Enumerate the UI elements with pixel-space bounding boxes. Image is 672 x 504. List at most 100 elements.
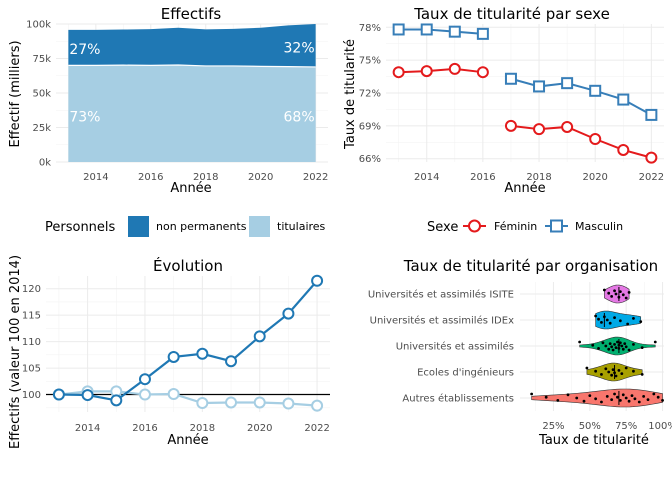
legend-swatch-non-permanents bbox=[128, 216, 149, 237]
violin-point bbox=[640, 373, 644, 376]
legend-marker-feminin bbox=[468, 219, 481, 233]
violin-point bbox=[653, 340, 657, 344]
point-non-permanents bbox=[282, 307, 295, 320]
point-masculin bbox=[561, 77, 574, 90]
violin-point bbox=[605, 318, 609, 322]
violin-point bbox=[646, 398, 650, 401]
legend-label-non-permanents: non permanents bbox=[156, 220, 247, 233]
violin-point bbox=[656, 395, 660, 399]
panel2-x-tick: 2016 bbox=[470, 172, 495, 183]
violin-point bbox=[608, 342, 612, 345]
violin-point bbox=[556, 399, 560, 402]
panel2-ticks: 2014 2016 2018 2020 2022 66% 69% 72% 75% 78% bbox=[359, 23, 664, 183]
point-titulaires bbox=[167, 388, 180, 401]
violin-point bbox=[623, 342, 627, 345]
panel4-category-label: Universités et assimilés ISITE bbox=[368, 289, 514, 301]
panel4-category-label: Universités et assimilés bbox=[396, 341, 514, 353]
panel-organisation: Taux de titularité par organisation Univ… bbox=[368, 257, 672, 448]
panel1-y-tick: 0k bbox=[39, 158, 51, 169]
panel4-ticks: 25% 50% 75% 100% bbox=[542, 421, 672, 432]
point-feminin bbox=[533, 123, 546, 136]
violin-point bbox=[620, 372, 624, 375]
area-non-permanents bbox=[68, 24, 316, 67]
panel1-y-tick: 75k bbox=[32, 54, 51, 65]
legend-swatch-titulaires bbox=[249, 216, 270, 237]
violin-point bbox=[597, 317, 600, 321]
violin-point bbox=[594, 369, 598, 373]
violin-point bbox=[624, 396, 628, 400]
panel2-y-tick: 75% bbox=[359, 56, 381, 67]
panel4-x-tick: 25% bbox=[542, 421, 564, 432]
violin-point bbox=[613, 371, 616, 375]
point-non-permanents bbox=[138, 373, 151, 386]
point-masculin bbox=[617, 93, 630, 106]
area-percent-label: 32% bbox=[284, 40, 315, 56]
violin-point bbox=[608, 321, 612, 325]
violin-point bbox=[617, 369, 621, 372]
line-non-permanents bbox=[58, 280, 318, 402]
violin-point bbox=[652, 392, 656, 396]
violin-point bbox=[624, 345, 628, 349]
violin-point bbox=[618, 399, 622, 402]
violin-point bbox=[616, 395, 619, 399]
violin-point bbox=[600, 373, 603, 376]
point-feminin bbox=[504, 119, 517, 132]
panel2-x-tick: 2020 bbox=[582, 172, 607, 183]
violin-point bbox=[602, 315, 606, 319]
point-masculin bbox=[392, 23, 405, 36]
panel3-y-tick: 115 bbox=[22, 311, 41, 322]
line-masculin bbox=[398, 28, 483, 35]
violin-point bbox=[613, 343, 616, 346]
line-titulaires bbox=[58, 390, 318, 407]
violin-point bbox=[632, 369, 635, 373]
area-percent-label: 73% bbox=[69, 109, 100, 125]
violin-point bbox=[621, 347, 625, 351]
violin-point bbox=[637, 400, 641, 404]
point-titulaires bbox=[311, 399, 324, 412]
panel1-x-tick: 2014 bbox=[83, 172, 108, 183]
violin-point bbox=[610, 398, 614, 401]
violin-point bbox=[618, 290, 622, 293]
panel4-violins: Universités et assimilés ISITE Université… bbox=[368, 284, 664, 408]
violin-point bbox=[594, 397, 598, 401]
violin-point bbox=[613, 289, 616, 293]
area-boundary bbox=[68, 64, 316, 68]
violin-point bbox=[627, 291, 631, 294]
point-masculin bbox=[533, 80, 546, 93]
panel2-grid bbox=[386, 24, 664, 162]
violin-point bbox=[627, 399, 631, 403]
violin-point bbox=[611, 368, 615, 371]
panel1-y-tick: 25k bbox=[32, 123, 51, 134]
violin-shape bbox=[579, 336, 656, 356]
point-titulaires bbox=[253, 396, 266, 409]
panel2-title: Taux de titularité par sexe bbox=[413, 5, 610, 23]
panel1-areas bbox=[68, 24, 316, 162]
point-non-permanents bbox=[253, 330, 266, 343]
violin-point bbox=[602, 288, 606, 292]
violin-point bbox=[630, 394, 634, 397]
legend-marker-masculin bbox=[550, 219, 563, 233]
point-non-permanents bbox=[225, 355, 238, 368]
panel3-grid bbox=[46, 276, 330, 412]
legend-personnels-title: Personnels bbox=[45, 220, 116, 235]
legend-personnels: Personnels non permanents titulaires bbox=[45, 216, 326, 237]
violin-point bbox=[610, 373, 614, 377]
panel4-x-tick: 100% bbox=[648, 421, 672, 432]
violin-point bbox=[575, 396, 579, 400]
point-feminin bbox=[561, 120, 574, 133]
violin-point bbox=[597, 347, 600, 350]
panel2-x-tick: 2018 bbox=[526, 172, 551, 183]
point-non-permanents bbox=[81, 389, 94, 402]
violin-point bbox=[607, 370, 611, 374]
violin-point bbox=[618, 341, 622, 345]
point-masculin bbox=[589, 84, 602, 97]
panel1-ylabel: Effectif (milliers) bbox=[8, 40, 23, 147]
panel4-x-tick: 75% bbox=[615, 421, 637, 432]
violin-point bbox=[639, 320, 643, 323]
area-percent-label: 27% bbox=[69, 42, 100, 58]
panel2-y-tick: 66% bbox=[359, 154, 381, 165]
panel3-xlabel: Année bbox=[167, 433, 208, 448]
point-feminin bbox=[645, 151, 658, 164]
violin-point bbox=[613, 392, 616, 396]
